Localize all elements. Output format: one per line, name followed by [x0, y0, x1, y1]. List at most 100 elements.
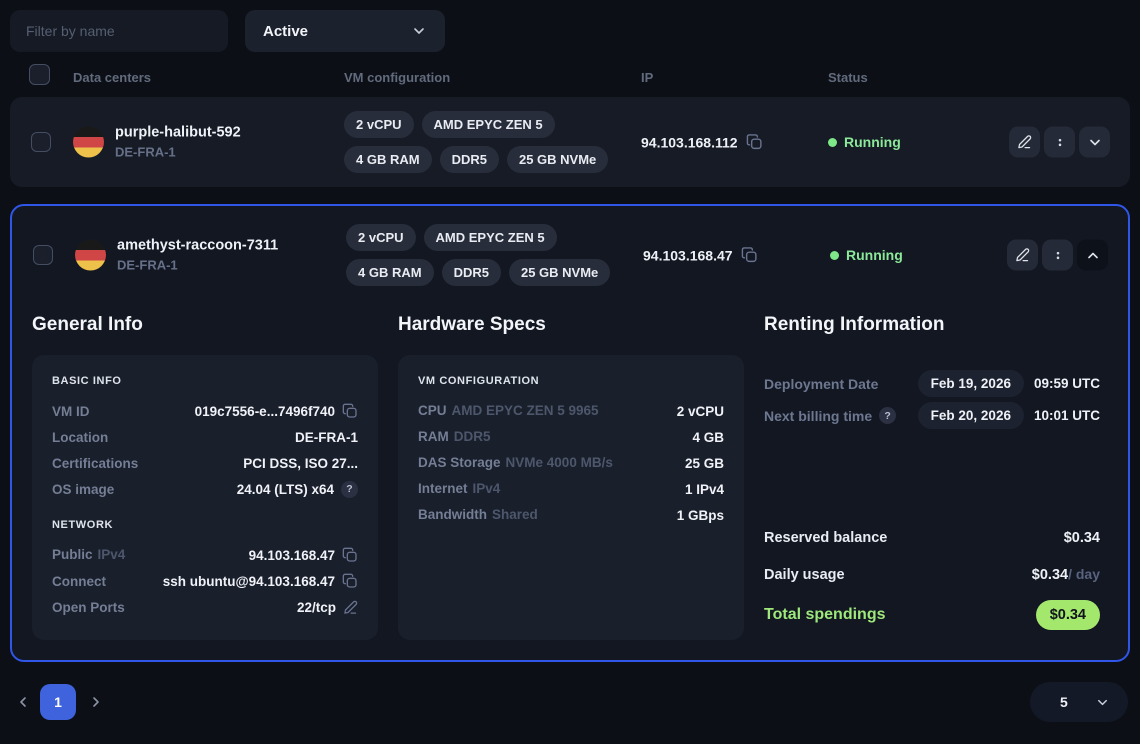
hardware-specs-title: Hardware Specs [398, 314, 546, 335]
running-dot-icon [830, 250, 839, 260]
vm-id-value: 019c7556-e...7496f740 [194, 403, 335, 419]
total-spendings-label: Total spendings [764, 606, 886, 623]
storage-value: 25 GB [684, 455, 724, 471]
header-data-centers: Data centers [73, 70, 152, 85]
bandwidth-label: Bandwidth [418, 507, 487, 522]
connect-value: ssh ubuntu@94.103.168.47 [162, 573, 335, 589]
bandwidth-sublabel: Shared [492, 507, 538, 522]
storage-label: DAS Storage [418, 455, 501, 470]
open-ports-label: Open Ports [52, 599, 125, 615]
page-size-select[interactable]: 5 [1030, 682, 1128, 722]
vm-name: amethyst-raccoon-7311 [117, 237, 279, 254]
vm-location: DE-FRA-1 [117, 257, 178, 273]
chip-cpu: AMD EPYC ZEN 5 [421, 111, 555, 138]
os-image-row: OS image 24.04 (LTS) x64 ? [52, 476, 358, 502]
header-ip: IP [641, 70, 654, 85]
help-icon[interactable]: ? [341, 480, 358, 498]
kebab-menu-button[interactable] [1044, 126, 1075, 158]
deployment-time: 09:59 UTC [1033, 376, 1100, 391]
expand-button[interactable] [1079, 126, 1110, 158]
page-size-value: 5 [1060, 694, 1068, 710]
edit-button[interactable] [1007, 239, 1038, 271]
copy-icon[interactable] [342, 573, 358, 589]
daily-usage-suffix: / day [1068, 566, 1100, 582]
os-image-label: OS image [52, 481, 115, 497]
next-page-button[interactable] [83, 689, 109, 715]
general-info-section: General Info BASIC INFO VM ID 019c7556-e… [32, 314, 378, 640]
vm-identity: amethyst-raccoon-7311 DE-FRA-1 [117, 238, 278, 273]
ip-cell: 94.103.168.47 [643, 247, 758, 264]
renting-information-section: Renting Information Deployment Date Feb … [764, 314, 1100, 654]
chip-ram: 4 GB RAM [346, 259, 434, 286]
chevron-down-icon [411, 23, 427, 39]
filter-by-name-input[interactable] [10, 10, 228, 52]
chip-ramtype: DDR5 [439, 146, 499, 173]
row-checkbox[interactable] [31, 132, 51, 152]
next-billing-time: 10:01 UTC [1033, 408, 1100, 423]
cpu-value: 2 vCPU [676, 403, 724, 419]
copy-icon[interactable] [342, 547, 358, 563]
chip-vcpu: 2 vCPU [344, 111, 414, 138]
row-checkbox[interactable] [33, 245, 53, 265]
total-spendings-value: $0.34 [1035, 600, 1100, 630]
certifications-row: Certifications PCI DSS, ISO 27... [52, 450, 358, 476]
open-ports-row: Open Ports 22/tcp [52, 594, 358, 620]
help-icon[interactable]: ? [879, 407, 897, 424]
internet-label: Internet [418, 481, 468, 496]
location-label: Location [52, 429, 109, 445]
location-value: DE-FRA-1 [295, 429, 358, 445]
certifications-label: Certifications [52, 455, 139, 471]
status-cell: Running [830, 247, 903, 263]
daily-usage-row: Daily usage $0.34/ day [764, 566, 1100, 584]
page-1-button[interactable]: 1 [40, 684, 76, 720]
copy-icon[interactable] [741, 247, 758, 264]
bandwidth-row: Bandwidth Shared 1 GBps [418, 502, 724, 528]
reserved-balance-label: Reserved balance [764, 530, 888, 546]
connect-row: Connect ssh ubuntu@94.103.168.47 [52, 568, 358, 594]
header-status: Status [828, 70, 868, 85]
daily-usage-label: Daily usage [764, 567, 845, 583]
vm-config-chips: 2 vCPU AMD EPYC ZEN 5 4 GB RAM DDR5 25 G… [344, 111, 629, 173]
ram-row: RAM DDR5 4 GB [418, 424, 724, 450]
next-billing-row: Next billing time ? Feb 20, 2026 10:01 U… [764, 402, 1100, 429]
status-label: Running [844, 134, 901, 150]
storage-sublabel: NVMe 4000 MB/s [505, 455, 613, 470]
location-row: Location DE-FRA-1 [52, 424, 358, 450]
vm-id-label: VM ID [52, 403, 90, 419]
edit-ports-icon[interactable] [343, 600, 358, 615]
internet-row: Internet IPv4 1 IPv4 [418, 476, 724, 502]
chip-cpu: AMD EPYC ZEN 5 [423, 224, 557, 251]
hardware-specs-section: Hardware Specs VM CONFIGURATION CPU AMD E… [398, 314, 744, 640]
internet-sublabel: IPv4 [472, 481, 501, 496]
chip-vcpu: 2 vCPU [346, 224, 416, 251]
reserved-balance-row: Reserved balance $0.34 [764, 530, 1100, 546]
ram-sublabel: DDR5 [453, 429, 491, 444]
network-label: NETWORK [52, 519, 114, 531]
kebab-menu-button[interactable] [1042, 239, 1073, 271]
bandwidth-value: 1 GBps [676, 507, 724, 523]
previous-page-button[interactable] [10, 689, 36, 715]
ram-label: RAM [418, 429, 449, 444]
open-ports-value: 22/tcp [296, 599, 336, 615]
renting-information-title: Renting Information [764, 314, 945, 335]
certifications-value: PCI DSS, ISO 27... [243, 455, 358, 471]
vm-id-row: VM ID 019c7556-e...7496f740 [52, 398, 358, 424]
status-filter-select[interactable]: Active [245, 10, 445, 52]
chip-storage: 25 GB NVMe [506, 146, 609, 173]
general-info-title: General Info [32, 314, 143, 335]
ip-address: 94.103.168.47 [643, 247, 733, 263]
chip-ram: 4 GB RAM [344, 146, 432, 173]
collapse-button[interactable] [1077, 239, 1108, 271]
edit-button[interactable] [1009, 126, 1040, 158]
next-billing-date-pill: Feb 20, 2026 [917, 402, 1024, 429]
status-label: Running [846, 247, 903, 263]
copy-icon[interactable] [746, 134, 763, 151]
vm-row-amethyst-raccoon-expanded: amethyst-raccoon-7311 DE-FRA-1 2 vCPU AM… [10, 204, 1130, 662]
chip-storage: 25 GB NVMe [508, 259, 611, 286]
table-header: Data centers VM configuration IP Status [10, 64, 1130, 92]
vm-row-purple-halibut[interactable]: purple-halibut-592 DE-FRA-1 2 vCPU AMD E… [10, 97, 1130, 187]
copy-icon[interactable] [342, 403, 358, 419]
select-all-checkbox[interactable] [29, 64, 50, 85]
next-billing-label: Next billing time [764, 407, 873, 424]
